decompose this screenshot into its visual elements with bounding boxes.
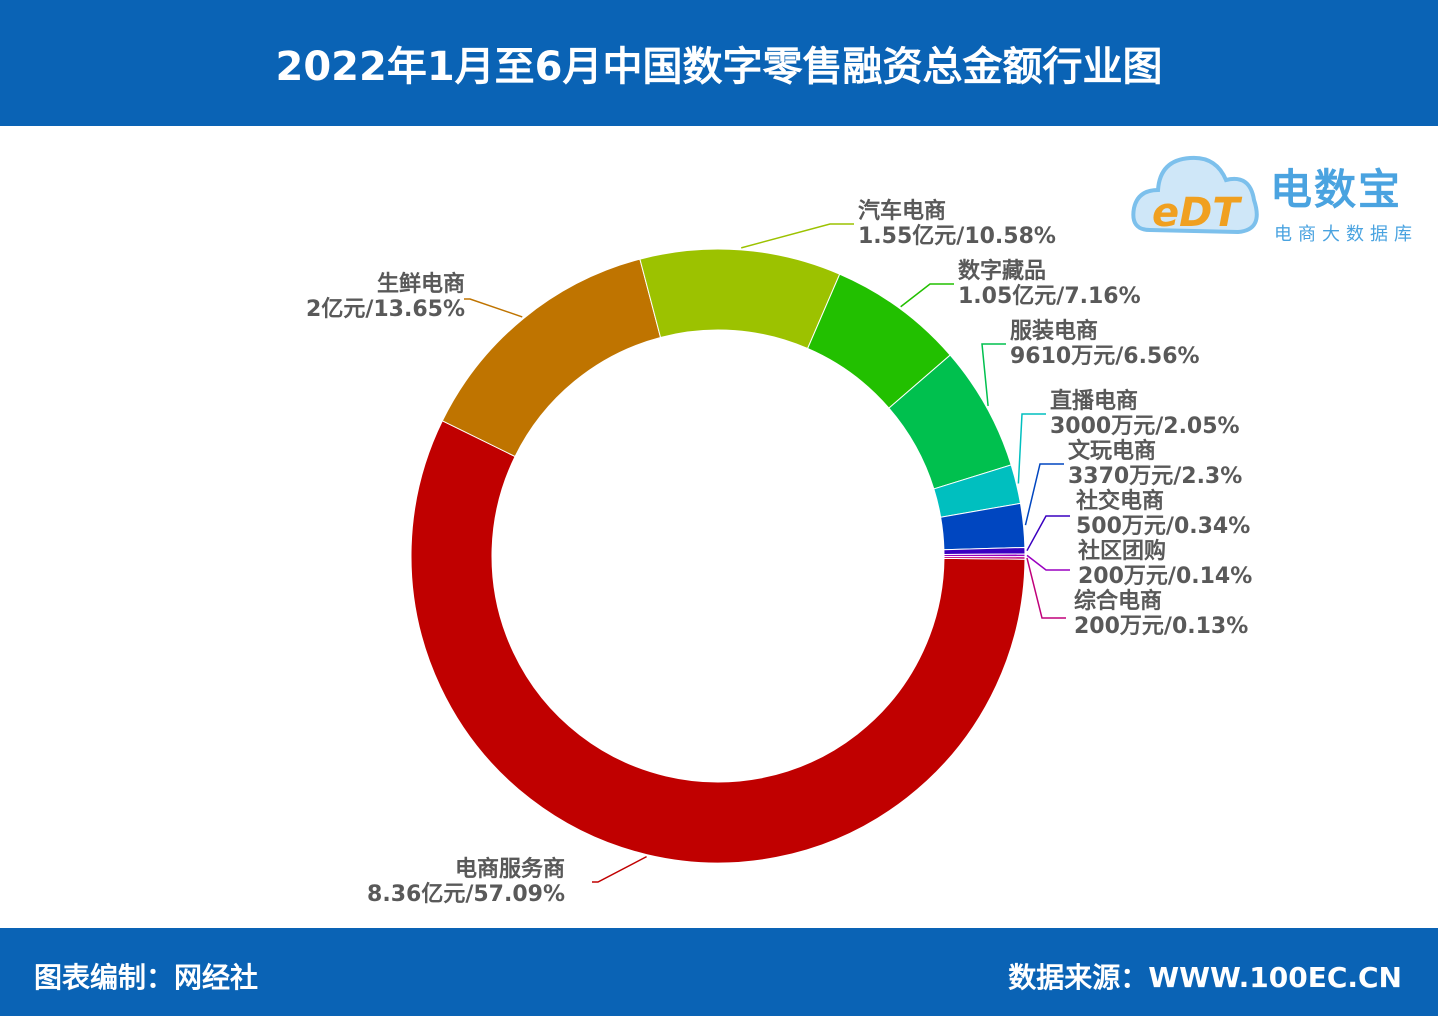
slice-10 (943, 556, 1026, 560)
footer-source: 数据来源：WWW.100EC.CN (1008, 961, 1402, 994)
title-bar: 2022年1月至6月中国数字零售融资总金额行业图 (0, 0, 1438, 126)
slice-1 (410, 420, 1026, 864)
slice-label-value-7: 3370万元/2.3% (1068, 464, 1242, 489)
cloud-icon: eDT (1131, 155, 1259, 236)
slice-label-name-5: 服装电商 (1010, 318, 1098, 344)
leader-line-2 (464, 298, 523, 318)
slice-label-name-3: 汽车电商 (858, 198, 946, 224)
leader-line-8 (1026, 515, 1070, 552)
slice-label-value-3: 1.55亿元/10.58% (858, 224, 1056, 249)
footer-credit: 图表编制：网经社 (34, 961, 259, 994)
leader-line-10 (1026, 557, 1066, 619)
slice-label-value-1: 8.36亿元/57.09% (367, 882, 565, 907)
chart-title: 2022年1月至6月中国数字零售融资总金额行业图 (275, 44, 1163, 90)
slice-label-value-8: 500万元/0.34% (1076, 514, 1250, 539)
footer-bar: 图表编制：网经社 数据来源：WWW.100EC.CN (0, 928, 1438, 1016)
slice-label-value-4: 1.05亿元/7.16% (958, 284, 1141, 309)
leader-line-5 (981, 343, 1006, 406)
leader-line-9 (1026, 554, 1070, 571)
logo-mark: eDT (1152, 190, 1242, 236)
slice-label-name-7: 文玩电商 (1068, 438, 1156, 464)
slice-label-name-1: 电商服务商 (455, 856, 565, 882)
slice-label-value-5: 9610万元/6.56% (1010, 344, 1200, 369)
slice-label-name-10: 综合电商 (1074, 588, 1162, 614)
slice-3 (639, 248, 841, 350)
slice-label-value-2: 2亿元/13.65% (306, 297, 465, 322)
slice-label-name-6: 直播电商 (1050, 388, 1138, 414)
leader-line-4 (900, 283, 954, 308)
leader-line-6 (1017, 413, 1046, 484)
leader-line-7 (1024, 463, 1064, 526)
leader-line-3 (741, 223, 854, 249)
slice-label-name-4: 数字藏品 (958, 258, 1046, 284)
slice-2 (441, 258, 662, 458)
donut-slices (410, 248, 1026, 864)
slice-label-value-6: 3000万元/2.05% (1050, 414, 1240, 439)
logo-subtitle: 电商大数据库 (1274, 224, 1418, 245)
slice-label-value-10: 200万元/0.13% (1074, 614, 1248, 639)
slice-label-value-9: 200万元/0.14% (1078, 564, 1252, 589)
slice-label-name-2: 生鲜电商 (377, 271, 465, 297)
leader-line-1 (592, 855, 647, 883)
logo-name: 电数宝 (1270, 165, 1403, 214)
slice-label-name-8: 社交电商 (1076, 488, 1164, 514)
slice-label-name-9: 社区团购 (1078, 538, 1166, 564)
